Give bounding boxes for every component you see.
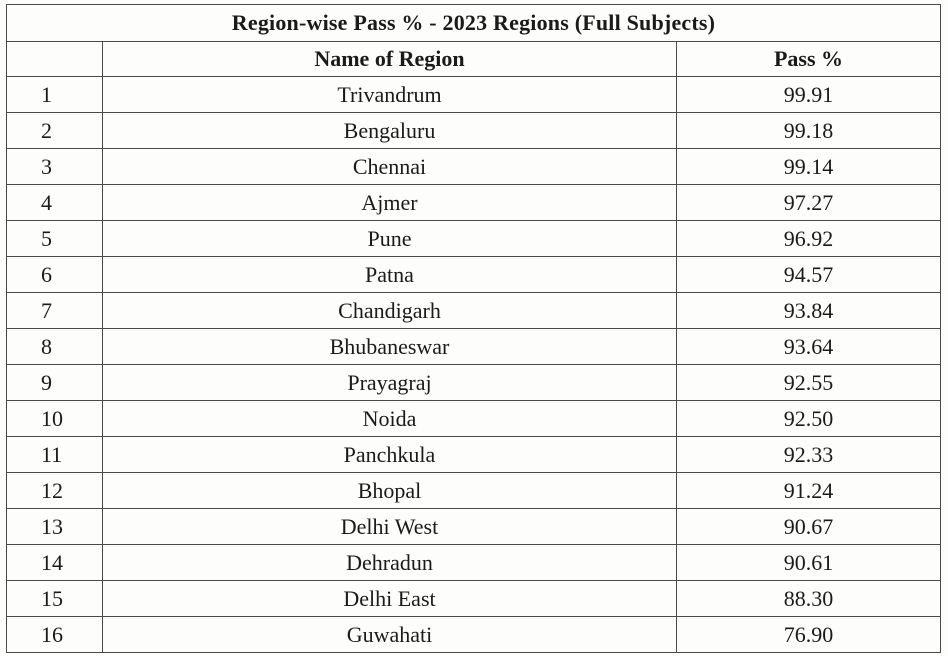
- table-row: 6 Patna 94.57: [6, 256, 941, 293]
- table-row: 15 Delhi East 88.30: [6, 580, 941, 617]
- header-region-name: Name of Region: [102, 41, 677, 77]
- row-region-name: Bhopal: [102, 472, 677, 509]
- row-pass-percent: 99.91: [676, 76, 941, 113]
- row-serial-number: 8: [6, 328, 103, 365]
- table-row: 10 Noida 92.50: [6, 400, 941, 437]
- row-region-name: Dehradun: [102, 544, 677, 581]
- row-region-name: Delhi West: [102, 508, 677, 545]
- row-serial-number: 9: [6, 364, 103, 401]
- region-pass-table: Region-wise Pass % - 2023 Regions (Full …: [6, 4, 941, 653]
- table-title: Region-wise Pass % - 2023 Regions (Full …: [6, 4, 941, 42]
- row-region-name: Delhi East: [102, 580, 677, 617]
- table-title-row: Region-wise Pass % - 2023 Regions (Full …: [6, 4, 941, 42]
- row-region-name: Pune: [102, 220, 677, 257]
- row-pass-percent: 99.18: [676, 112, 941, 149]
- table-row: 2 Bengaluru 99.18: [6, 112, 941, 149]
- row-region-name: Patna: [102, 256, 677, 293]
- row-serial-number: 1: [6, 76, 103, 113]
- row-serial-number: 2: [6, 112, 103, 149]
- row-pass-percent: 90.67: [676, 508, 941, 545]
- row-region-name: Chennai: [102, 148, 677, 185]
- row-serial-number: 15: [6, 580, 103, 617]
- row-pass-percent: 96.92: [676, 220, 941, 257]
- table-row: 7 Chandigarh 93.84: [6, 292, 941, 329]
- row-pass-percent: 97.27: [676, 184, 941, 221]
- header-pass-percent: Pass %: [676, 41, 941, 77]
- table-row: 3 Chennai 99.14: [6, 148, 941, 185]
- table-row: 4 Ajmer 97.27: [6, 184, 941, 221]
- row-pass-percent: 99.14: [676, 148, 941, 185]
- row-serial-number: 14: [6, 544, 103, 581]
- row-serial-number: 10: [6, 400, 103, 437]
- row-serial-number: 6: [6, 256, 103, 293]
- row-serial-number: 11: [6, 436, 103, 473]
- row-serial-number: 3: [6, 148, 103, 185]
- row-region-name: Panchkula: [102, 436, 677, 473]
- header-serial-number: [6, 41, 103, 77]
- row-region-name: Bhubaneswar: [102, 328, 677, 365]
- row-pass-percent: 92.50: [676, 400, 941, 437]
- row-pass-percent: 91.24: [676, 472, 941, 509]
- row-serial-number: 5: [6, 220, 103, 257]
- row-serial-number: 13: [6, 508, 103, 545]
- row-region-name: Prayagraj: [102, 364, 677, 401]
- row-pass-percent: 92.55: [676, 364, 941, 401]
- row-region-name: Bengaluru: [102, 112, 677, 149]
- table-row: 14 Dehradun 90.61: [6, 544, 941, 581]
- table-row: 9 Prayagraj 92.55: [6, 364, 941, 401]
- table-row: 11 Panchkula 92.33: [6, 436, 941, 473]
- table-row: 1 Trivandrum 99.91: [6, 76, 941, 113]
- row-serial-number: 12: [6, 472, 103, 509]
- table-row: 16 Guwahati 76.90: [6, 616, 941, 653]
- row-pass-percent: 88.30: [676, 580, 941, 617]
- row-pass-percent: 92.33: [676, 436, 941, 473]
- row-pass-percent: 94.57: [676, 256, 941, 293]
- row-serial-number: 16: [6, 616, 103, 653]
- row-pass-percent: 93.84: [676, 292, 941, 329]
- table-header-row: Name of Region Pass %: [6, 41, 941, 77]
- row-serial-number: 4: [6, 184, 103, 221]
- row-region-name: Guwahati: [102, 616, 677, 653]
- row-pass-percent: 93.64: [676, 328, 941, 365]
- row-region-name: Noida: [102, 400, 677, 437]
- table-row: 5 Pune 96.92: [6, 220, 941, 257]
- row-pass-percent: 76.90: [676, 616, 941, 653]
- table-row: 12 Bhopal 91.24: [6, 472, 941, 509]
- row-region-name: Ajmer: [102, 184, 677, 221]
- table-row: 13 Delhi West 90.67: [6, 508, 941, 545]
- row-serial-number: 7: [6, 292, 103, 329]
- row-region-name: Chandigarh: [102, 292, 677, 329]
- row-pass-percent: 90.61: [676, 544, 941, 581]
- table-row: 8 Bhubaneswar 93.64: [6, 328, 941, 365]
- table-body: 1 Trivandrum 99.91 2 Bengaluru 99.18 3 Chennai 9…: [6, 76, 941, 653]
- row-region-name: Trivandrum: [102, 76, 677, 113]
